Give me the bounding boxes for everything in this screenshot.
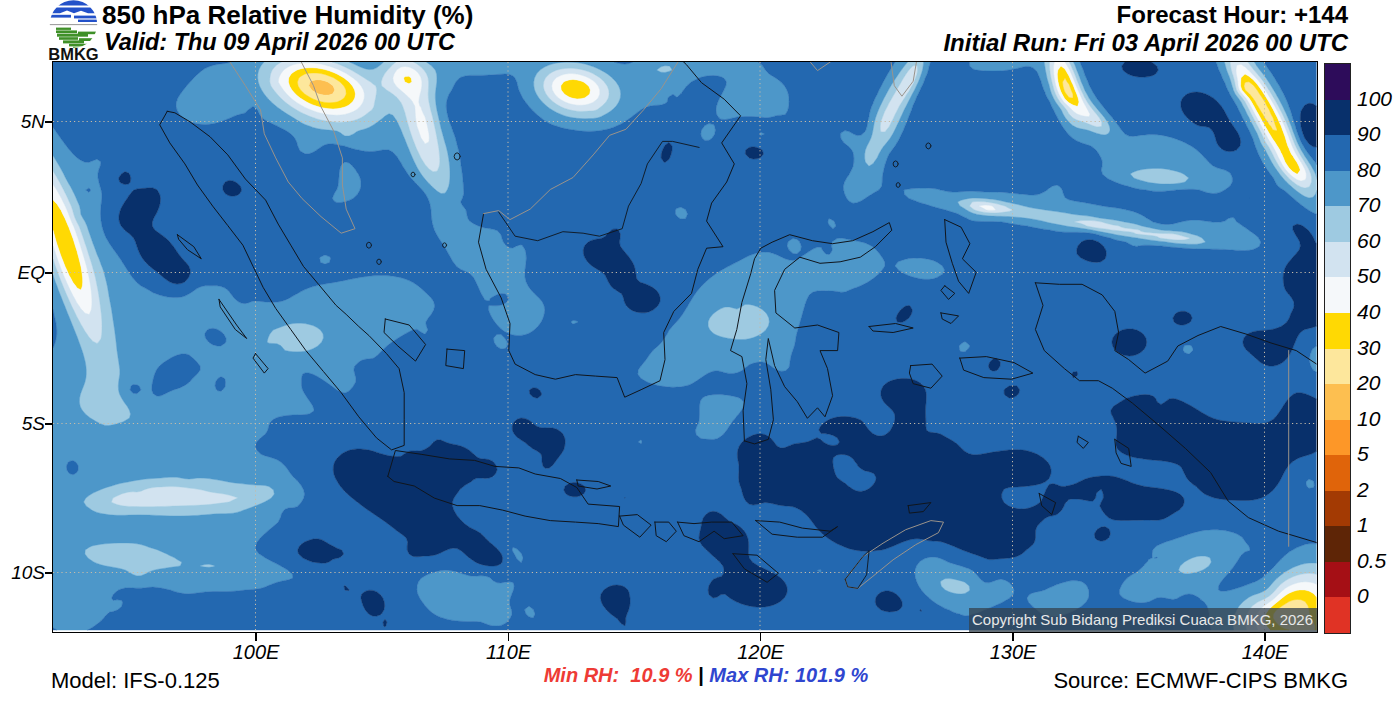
svg-text:BMKG: BMKG — [48, 45, 98, 62]
